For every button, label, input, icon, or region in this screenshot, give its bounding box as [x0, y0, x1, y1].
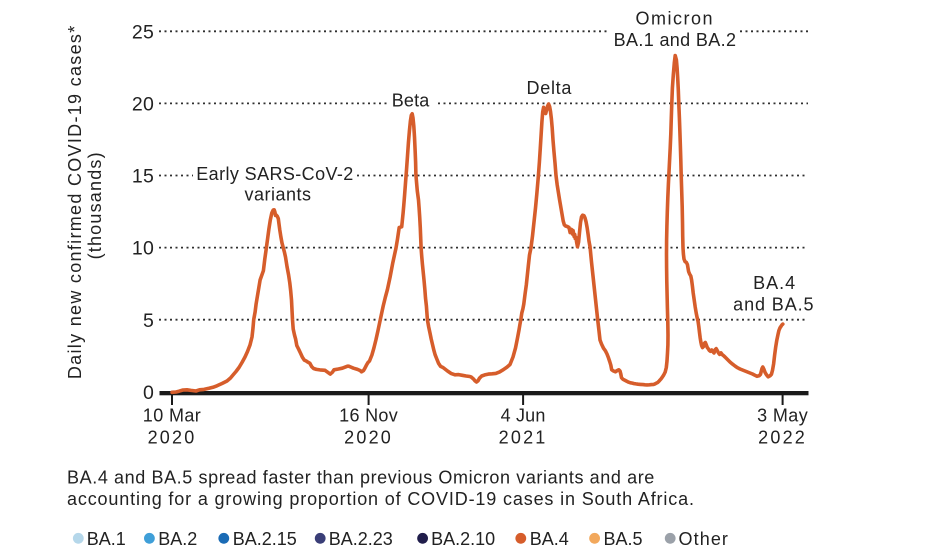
svg-text:BA.5: BA.5	[604, 529, 643, 549]
svg-text:25: 25	[132, 21, 154, 43]
svg-text:BA.4: BA.4	[530, 529, 569, 549]
svg-text:BA.1 and BA.2: BA.1 and BA.2	[614, 30, 737, 50]
svg-text:10: 10	[132, 238, 154, 260]
svg-text:0: 0	[143, 382, 154, 404]
svg-text:Daily new confirmed COVID-19 c: Daily new confirmed COVID-19 cases*	[65, 24, 85, 379]
svg-text:BA.2.23: BA.2.23	[329, 529, 393, 549]
svg-text:4 Jun: 4 Jun	[501, 406, 546, 426]
svg-text:3 May: 3 May	[757, 406, 808, 426]
svg-text:BA.2: BA.2	[158, 529, 197, 549]
svg-text:2020: 2020	[344, 428, 393, 448]
svg-text:BA.1: BA.1	[87, 529, 126, 549]
svg-text:10 Mar: 10 Mar	[143, 406, 201, 426]
svg-text:Delta: Delta	[527, 78, 573, 98]
svg-text:2022: 2022	[758, 428, 807, 448]
svg-text:BA.2.15: BA.2.15	[233, 529, 297, 549]
svg-text:and BA.5: and BA.5	[733, 295, 814, 315]
svg-text:variants: variants	[244, 185, 311, 205]
svg-text:BA.4: BA.4	[753, 273, 796, 293]
svg-text:(thousands): (thousands)	[85, 151, 105, 259]
svg-text:5: 5	[143, 310, 154, 332]
svg-text:16 Nov: 16 Nov	[339, 406, 398, 426]
svg-text:Beta: Beta	[392, 91, 430, 111]
svg-text:BA.2.10: BA.2.10	[431, 529, 495, 549]
svg-text:BA.4 and BA.5 spread faster th: BA.4 and BA.5 spread faster than previou…	[67, 468, 655, 488]
svg-text:2021: 2021	[499, 428, 548, 448]
svg-text:accounting for a growing propo: accounting for a growing proportion of C…	[67, 489, 695, 509]
svg-text:2020: 2020	[148, 428, 197, 448]
svg-text:Omicron: Omicron	[636, 8, 715, 28]
svg-text:15: 15	[132, 166, 154, 188]
svg-text:Other: Other	[679, 529, 730, 549]
svg-text:20: 20	[132, 94, 154, 116]
svg-text:Early SARS-CoV-2: Early SARS-CoV-2	[196, 164, 353, 184]
